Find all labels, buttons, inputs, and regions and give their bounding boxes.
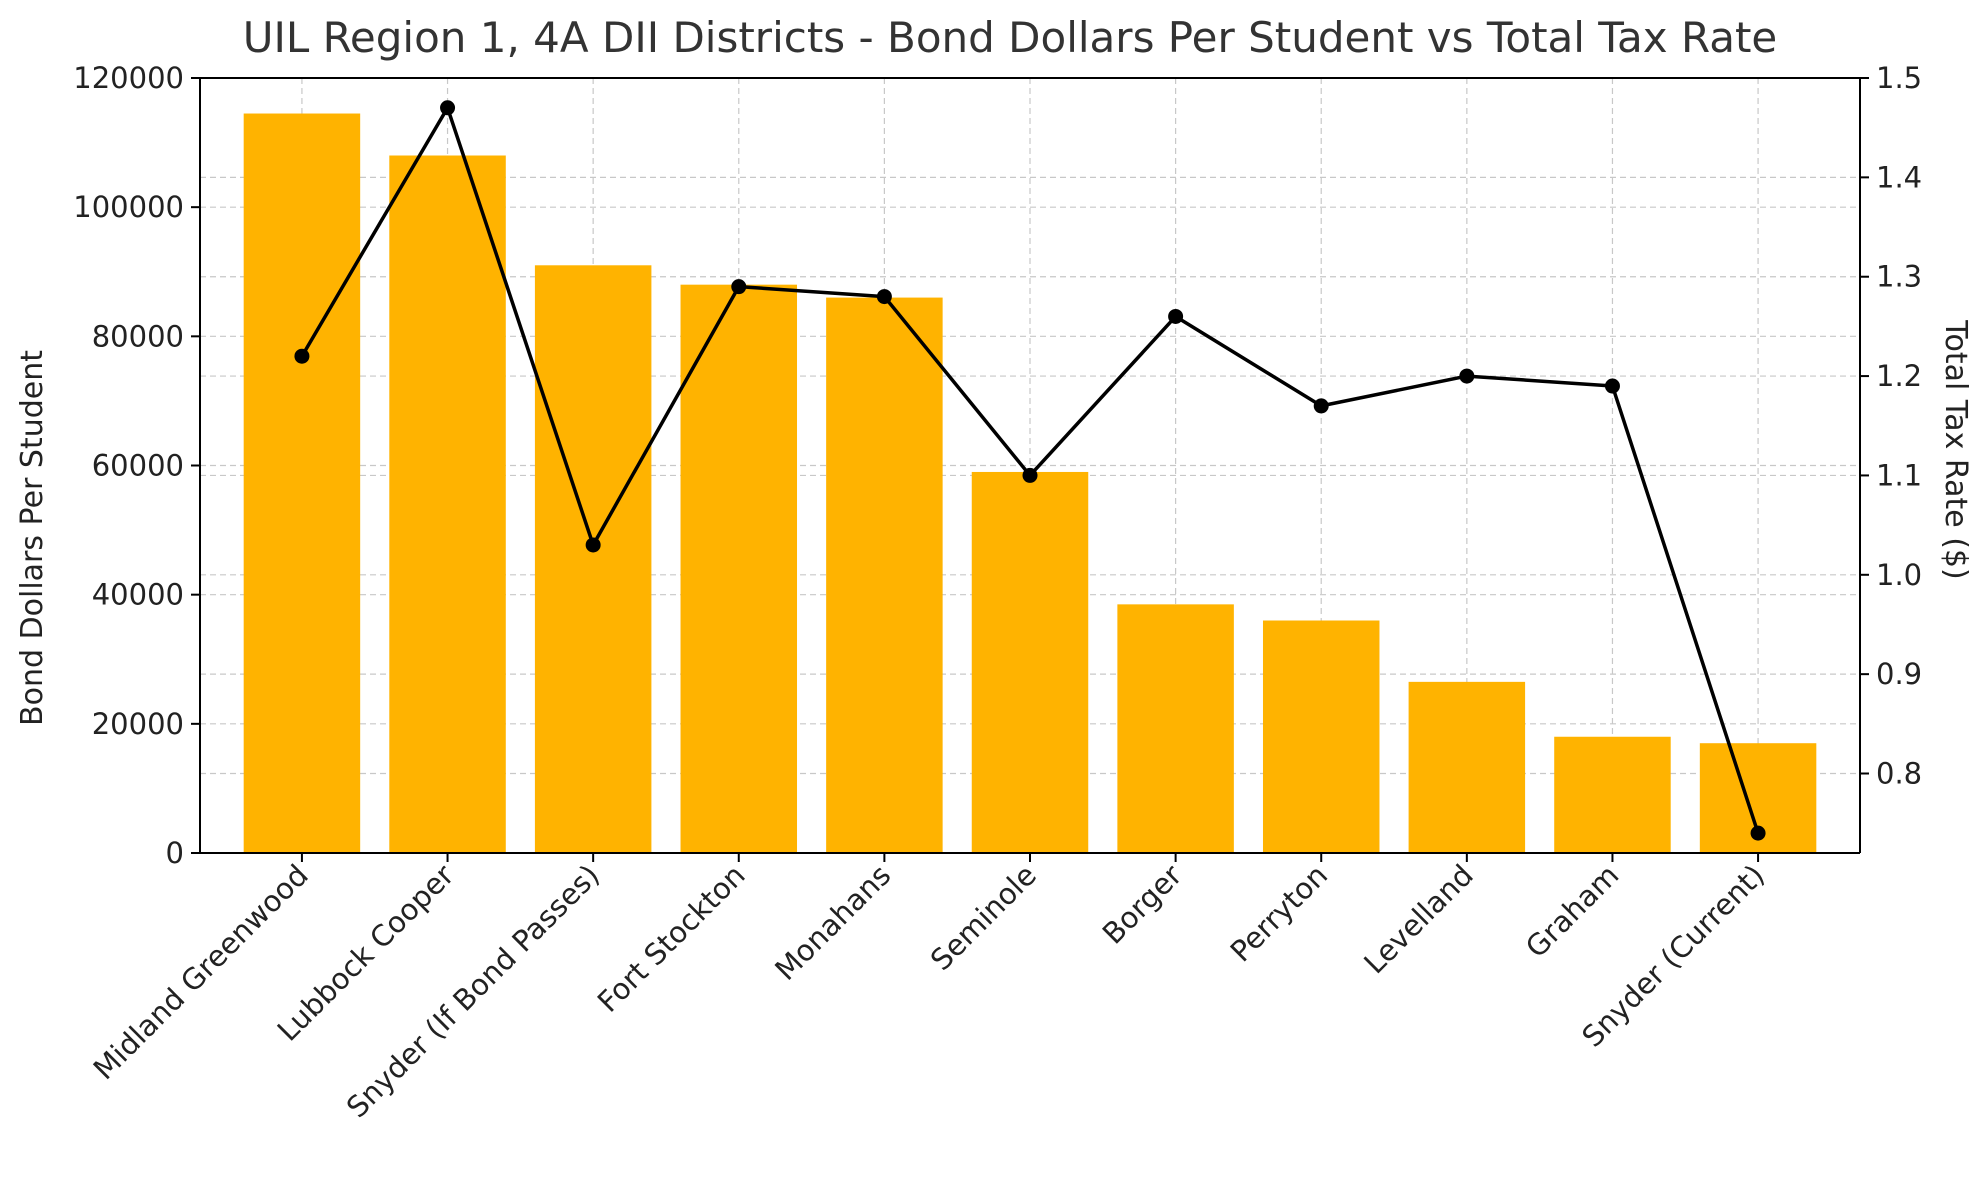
tax-rate-point-5	[1022, 467, 1038, 483]
x-tick-label-7: Perryton	[1224, 858, 1335, 969]
bar-6	[1117, 604, 1234, 853]
x-tick-label-0: Midland Greenwood	[87, 858, 315, 1086]
bar-5	[971, 471, 1089, 853]
y-tick-label-left-0: 0	[166, 836, 184, 870]
tax-rate-point-0	[294, 348, 310, 364]
tax-rate-point-6	[1168, 308, 1184, 324]
y-tick-label-right-1: 0.9	[1876, 657, 1922, 691]
bar-1	[389, 155, 506, 853]
tax-rate-point-1	[440, 100, 456, 116]
bar-0	[243, 113, 361, 854]
y-tick-label-right-2: 1.0	[1876, 558, 1922, 592]
y-tick-label-right-5: 1.3	[1876, 260, 1922, 294]
tax-rate-point-2	[585, 537, 601, 553]
y-tick-label-left-6: 120000	[73, 61, 184, 95]
tax-rate-point-4	[876, 289, 892, 305]
bar-2	[534, 265, 652, 854]
y-axis-label-left: Bond Dollars Per Student	[15, 350, 50, 726]
bar-4	[826, 297, 943, 853]
tax-rate-point-10	[1750, 825, 1766, 841]
y-axis-label-right: Total Tax Rate ($)	[1938, 319, 1973, 579]
bar-8	[1408, 681, 1526, 853]
tax-rate-point-8	[1459, 368, 1475, 384]
y-tick-label-left-3: 60000	[92, 449, 184, 483]
line-layer	[294, 100, 1766, 841]
chart-title: UIL Region 1, 4A DII Districts - Bond Do…	[243, 13, 1778, 62]
y-tick-label-right-0: 0.8	[1876, 757, 1922, 791]
bar-9	[1554, 736, 1671, 853]
x-tick-label-3: Fort Stockton	[591, 858, 752, 1019]
tax-rate-point-9	[1604, 378, 1620, 394]
y-tick-label-right-4: 1.2	[1876, 359, 1922, 393]
y-tick-label-left-1: 20000	[92, 707, 184, 741]
y-tick-label-left-4: 80000	[92, 319, 184, 353]
y-tick-label-right-3: 1.1	[1876, 458, 1922, 492]
bar-7	[1262, 620, 1380, 853]
bars-layer	[243, 113, 1817, 854]
y-tick-label-left-5: 100000	[73, 190, 184, 224]
y-tick-label-left-2: 40000	[92, 578, 184, 612]
x-tick-label-4: Monahans	[768, 858, 897, 987]
y-tick-label-right-6: 1.4	[1876, 160, 1922, 194]
x-tick-label-9: Graham	[1519, 858, 1625, 964]
x-tick-label-6: Borger	[1096, 858, 1189, 951]
bar-3	[680, 284, 798, 854]
x-tick-label-5: Seminole	[924, 858, 1043, 977]
tax-rate-point-7	[1313, 398, 1329, 414]
x-tick-label-2: Snyder (If Bond Passes)	[340, 858, 606, 1124]
y-tick-label-right-7: 1.5	[1876, 61, 1922, 95]
tax-rate-point-3	[731, 279, 747, 295]
x-tick-label-8: Levelland	[1357, 858, 1479, 980]
